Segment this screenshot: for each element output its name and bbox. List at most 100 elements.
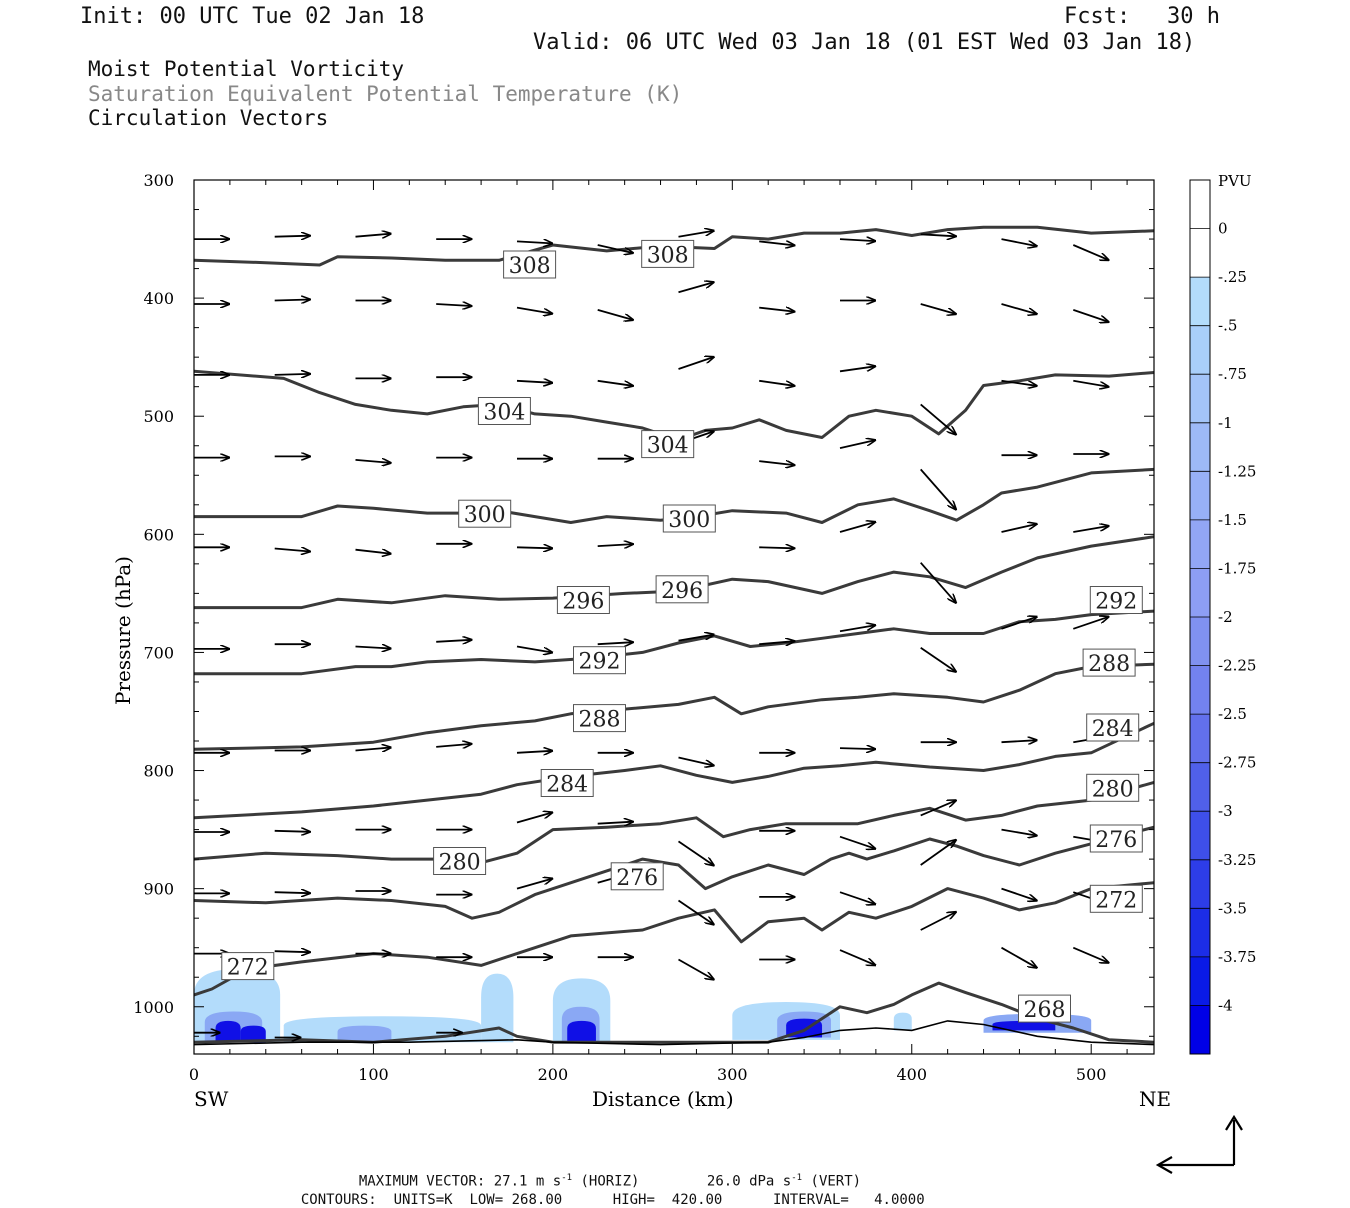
contour-label: 296 bbox=[661, 579, 703, 604]
colorbar-swatch bbox=[1190, 859, 1210, 909]
contour-label-box bbox=[1089, 586, 1143, 614]
valid-time: Valid: 06 UTC Wed 03 Jan 18 (01 EST Wed … bbox=[533, 30, 1196, 55]
colorbar-swatch bbox=[1190, 325, 1210, 375]
colorbar-label: -.5 bbox=[1218, 317, 1237, 335]
circulation-vector bbox=[274, 892, 310, 893]
circulation-vector bbox=[920, 912, 956, 931]
circulation-vector bbox=[1001, 946, 1037, 968]
colorbar-label: -3.5 bbox=[1218, 899, 1247, 917]
contour-label-box bbox=[477, 397, 531, 425]
contour-label: 296 bbox=[562, 590, 604, 615]
x-tick-label: 300 bbox=[717, 1065, 748, 1084]
init-time: Init: 00 UTC Tue 02 Jan 18 bbox=[80, 4, 425, 29]
colorbar-label: -1.25 bbox=[1218, 462, 1256, 480]
x-tick-label: 0 bbox=[189, 1065, 199, 1084]
circulation-vector bbox=[1001, 887, 1037, 901]
theta-contour-284 bbox=[193, 721, 1155, 820]
circulation-vector bbox=[920, 840, 956, 866]
circulation-vector bbox=[597, 379, 633, 386]
contour-label-box bbox=[1089, 824, 1143, 853]
circulation-vector bbox=[1072, 946, 1108, 963]
circulation-vector bbox=[1001, 379, 1037, 386]
circulation-vector bbox=[355, 748, 391, 751]
horiz-tag: (HORIZ) bbox=[580, 1173, 640, 1190]
horiz-units: m s bbox=[535, 1173, 562, 1190]
circulation-vector bbox=[678, 756, 714, 766]
y-tick-label: 800 bbox=[143, 762, 174, 781]
colorbar-label: -.75 bbox=[1218, 365, 1247, 383]
colorbar-swatch bbox=[1190, 277, 1210, 327]
circulation-vector bbox=[274, 951, 310, 952]
vert-exponent: -1 bbox=[791, 1173, 803, 1183]
colorbar-swatch bbox=[1190, 908, 1210, 958]
circulation-vector bbox=[920, 562, 956, 603]
circulation-vector bbox=[920, 800, 956, 817]
x-right-label: NE bbox=[1139, 1087, 1171, 1111]
x-left-label: SW bbox=[194, 1087, 229, 1111]
terrain-line bbox=[193, 1020, 1155, 1046]
contour-label: 292 bbox=[1095, 590, 1137, 615]
colorbar-swatch bbox=[1190, 811, 1210, 861]
terrain-layer bbox=[193, 1020, 1155, 1046]
circulation-vector bbox=[1073, 309, 1108, 322]
theta-contour-288 bbox=[193, 662, 1155, 751]
contour-label-box bbox=[641, 430, 695, 459]
field-title-pv: Moist Potential Vorticity bbox=[88, 57, 405, 81]
colorbar-label: -1.5 bbox=[1218, 511, 1247, 529]
contour-label: 308 bbox=[647, 243, 689, 268]
pv-patch-dark bbox=[992, 1020, 1056, 1031]
circulation-vector bbox=[920, 234, 956, 236]
pv-patch-mid bbox=[337, 1025, 392, 1043]
circulation-vector bbox=[678, 231, 714, 238]
contour-label: 284 bbox=[1092, 717, 1134, 742]
circulation-vector bbox=[516, 813, 552, 824]
circulation-vector bbox=[516, 879, 552, 890]
colorbar-label: -4 bbox=[1218, 996, 1233, 1014]
circulation-vector bbox=[1001, 828, 1037, 836]
circulation-vector bbox=[759, 379, 794, 386]
contour-label: 280 bbox=[1092, 777, 1134, 802]
contour-label-box bbox=[503, 250, 557, 279]
circulation-vector bbox=[1001, 740, 1037, 742]
contour-label: 280 bbox=[439, 851, 481, 876]
pv-shading-layer bbox=[194, 968, 1092, 1043]
colorbar-swatch bbox=[1190, 714, 1210, 764]
circulation-vector bbox=[516, 547, 552, 548]
contour-label-box bbox=[641, 239, 695, 268]
colorbar-label: -1.75 bbox=[1218, 559, 1256, 577]
circulation-vector bbox=[759, 641, 794, 644]
colorbar-swatch bbox=[1190, 180, 1210, 230]
circulation-vector bbox=[920, 303, 956, 314]
pv-colorbar: 0 -.25 -.5 -.75 -1 -1.25 -1.5 -1.75 -2 -2.25 -2.5 -… bbox=[1189, 179, 1256, 1055]
theta-contour-280 bbox=[193, 780, 1155, 865]
colorbar-swatch bbox=[1190, 1005, 1210, 1055]
circulation-vector bbox=[355, 234, 391, 237]
theta-contour-304 bbox=[193, 369, 1155, 442]
axis-layer: 300 400 500 600 700 800 900 1000 0 100 200 300 400 50… bbox=[133, 171, 1154, 1084]
x-axis-title: Distance (km) bbox=[592, 1087, 734, 1111]
contour-label-box bbox=[540, 769, 594, 797]
y-tick-label: 1000 bbox=[133, 998, 174, 1017]
circulation-vector bbox=[839, 625, 875, 633]
contour-label: 292 bbox=[579, 650, 621, 675]
vert-units: dPa s bbox=[749, 1173, 792, 1190]
colorbar-label: -1 bbox=[1218, 414, 1233, 432]
theta-contour-308 bbox=[193, 225, 1155, 267]
contour-label: 288 bbox=[579, 708, 621, 733]
colorbar-label: 0 bbox=[1218, 220, 1228, 238]
colorbar-swatch bbox=[1190, 762, 1210, 812]
circulation-vector bbox=[1001, 238, 1037, 246]
circulation-vector bbox=[1072, 244, 1108, 260]
contour-label-box bbox=[221, 952, 275, 981]
circulation-vector bbox=[839, 891, 875, 904]
theta-contour-276 bbox=[193, 825, 1155, 920]
y-axis-title: Pressure (hPa) bbox=[111, 556, 135, 705]
contour-label: 276 bbox=[616, 866, 658, 891]
circulation-vector bbox=[759, 461, 794, 465]
field-title-theta: Saturation Equivalent Potential Temperat… bbox=[88, 82, 683, 106]
contour-label: 276 bbox=[1095, 828, 1137, 853]
colorbar-swatch bbox=[1190, 568, 1210, 618]
y-tick-label: 700 bbox=[143, 643, 174, 662]
circulation-vector bbox=[678, 357, 714, 370]
circulation-vector bbox=[516, 306, 552, 314]
